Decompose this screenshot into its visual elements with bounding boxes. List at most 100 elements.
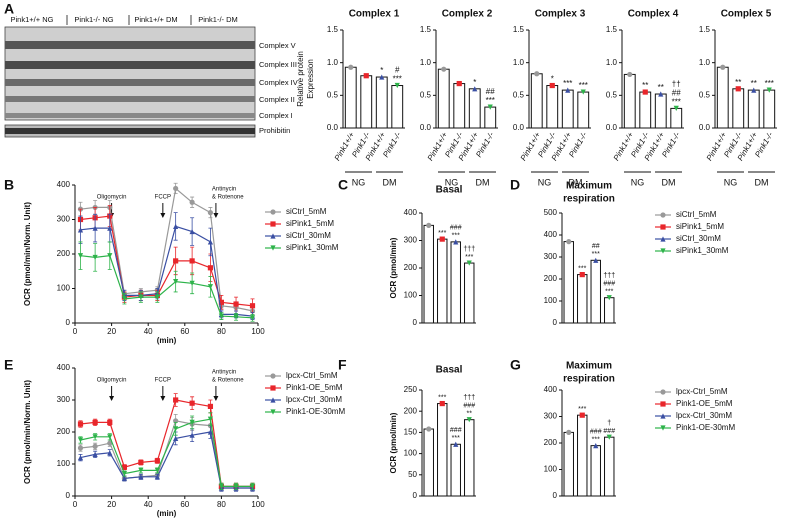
significance: ### xyxy=(450,427,462,434)
significance: ** xyxy=(642,81,648,90)
y-tick-label: 200 xyxy=(404,406,418,415)
significance: ## xyxy=(592,243,600,250)
marker xyxy=(658,91,664,97)
significance: *** xyxy=(452,435,460,442)
bar xyxy=(590,445,601,497)
significance: *** xyxy=(605,289,613,296)
significance: # xyxy=(395,66,400,75)
legend-label: siCtrl_30mM xyxy=(286,231,331,240)
injection-label: & Rotenone xyxy=(212,378,244,384)
marker xyxy=(566,429,572,435)
marker xyxy=(107,419,113,425)
y-tick-label: 1.0 xyxy=(327,58,339,67)
marker xyxy=(92,225,98,231)
chart-title: respiration xyxy=(563,194,615,205)
marker xyxy=(580,89,586,95)
marker xyxy=(207,403,214,409)
y-tick-label: 0.5 xyxy=(606,90,618,99)
x-tick-label: Pink1+/+ xyxy=(519,130,543,162)
bar xyxy=(563,241,574,324)
series-line xyxy=(80,225,253,317)
marker xyxy=(107,440,113,446)
significance: *** xyxy=(438,230,446,237)
significance: ††† xyxy=(463,246,475,253)
arrow-head xyxy=(213,213,219,218)
panel-label: E xyxy=(4,357,13,373)
group-label: DM xyxy=(476,177,490,187)
lane-label: Pink1-/- DM xyxy=(198,15,238,24)
marker xyxy=(189,419,195,425)
marker xyxy=(627,71,633,78)
arrow-head xyxy=(213,396,219,401)
panel-label: F xyxy=(338,357,347,373)
y-tick-label: 200 xyxy=(57,249,71,258)
bar xyxy=(450,241,461,324)
injection-label: Oligomycin xyxy=(97,195,127,201)
group-label: DM xyxy=(755,177,769,187)
y-tick-label: 200 xyxy=(544,438,558,447)
marker xyxy=(735,86,741,92)
y-tick-label: 0 xyxy=(553,491,558,500)
marker xyxy=(660,236,666,242)
group-label: DM xyxy=(383,177,397,187)
y-tick-label: 0 xyxy=(66,318,71,327)
marker xyxy=(660,248,666,254)
series-line xyxy=(80,255,253,319)
significance: ### xyxy=(603,281,615,288)
series-line xyxy=(80,187,253,312)
blot-image xyxy=(4,26,256,138)
marker xyxy=(77,445,84,451)
y-tick-label: 0.0 xyxy=(513,123,525,132)
chart-title: Complex 1 xyxy=(349,9,400,20)
y-axis-label: OCR (pmol/min) xyxy=(389,237,398,298)
legend-label: siCtrl_5mM xyxy=(286,207,327,216)
chart-title: Basal xyxy=(436,365,463,376)
x-tick-label: 60 xyxy=(180,500,189,509)
marker xyxy=(138,459,144,465)
marker xyxy=(154,467,160,473)
marker xyxy=(606,434,612,440)
marker xyxy=(270,233,276,239)
chart-title: Complex 5 xyxy=(721,9,772,20)
panel-label: G xyxy=(510,357,521,373)
bar xyxy=(577,274,588,324)
significance: * xyxy=(551,75,554,84)
significance: *** xyxy=(486,96,495,105)
chart-title: Complex 3 xyxy=(535,9,586,20)
marker xyxy=(92,254,98,261)
legend-label: siPink1_30mM xyxy=(286,243,339,252)
y-tick-label: 0 xyxy=(553,318,558,327)
significance: ††† xyxy=(463,395,475,402)
x-tick-label: 100 xyxy=(251,500,265,509)
marker xyxy=(673,105,679,111)
significance: *** xyxy=(765,79,774,88)
bar xyxy=(375,76,388,129)
marker xyxy=(107,225,113,231)
x-tick-label: 80 xyxy=(217,500,226,509)
group-label: NG xyxy=(538,177,552,187)
marker xyxy=(534,71,540,77)
marker xyxy=(77,455,84,461)
chart-title: respiration xyxy=(563,374,615,385)
marker xyxy=(439,400,445,407)
significance: †† xyxy=(672,80,681,89)
y-axis-label: OCR (pmol/min/Norm. Unit) xyxy=(23,380,32,484)
y-tick-label: 0.0 xyxy=(606,123,618,132)
bar xyxy=(464,262,475,324)
marker xyxy=(218,483,224,489)
marker xyxy=(189,432,195,438)
marker xyxy=(92,434,98,440)
x-tick-label: 60 xyxy=(180,327,189,336)
y-tick-label: 200 xyxy=(544,274,558,283)
marker xyxy=(92,419,98,425)
marker xyxy=(77,437,84,443)
significance: *** xyxy=(465,254,473,261)
marker xyxy=(579,272,585,278)
y-tick-label: 100 xyxy=(544,296,558,305)
marker xyxy=(173,435,179,441)
y-tick-label: 1.0 xyxy=(699,58,711,67)
arrow-head xyxy=(160,396,166,401)
bar xyxy=(670,107,683,129)
significance: † xyxy=(607,420,611,427)
significance: * xyxy=(473,78,476,87)
